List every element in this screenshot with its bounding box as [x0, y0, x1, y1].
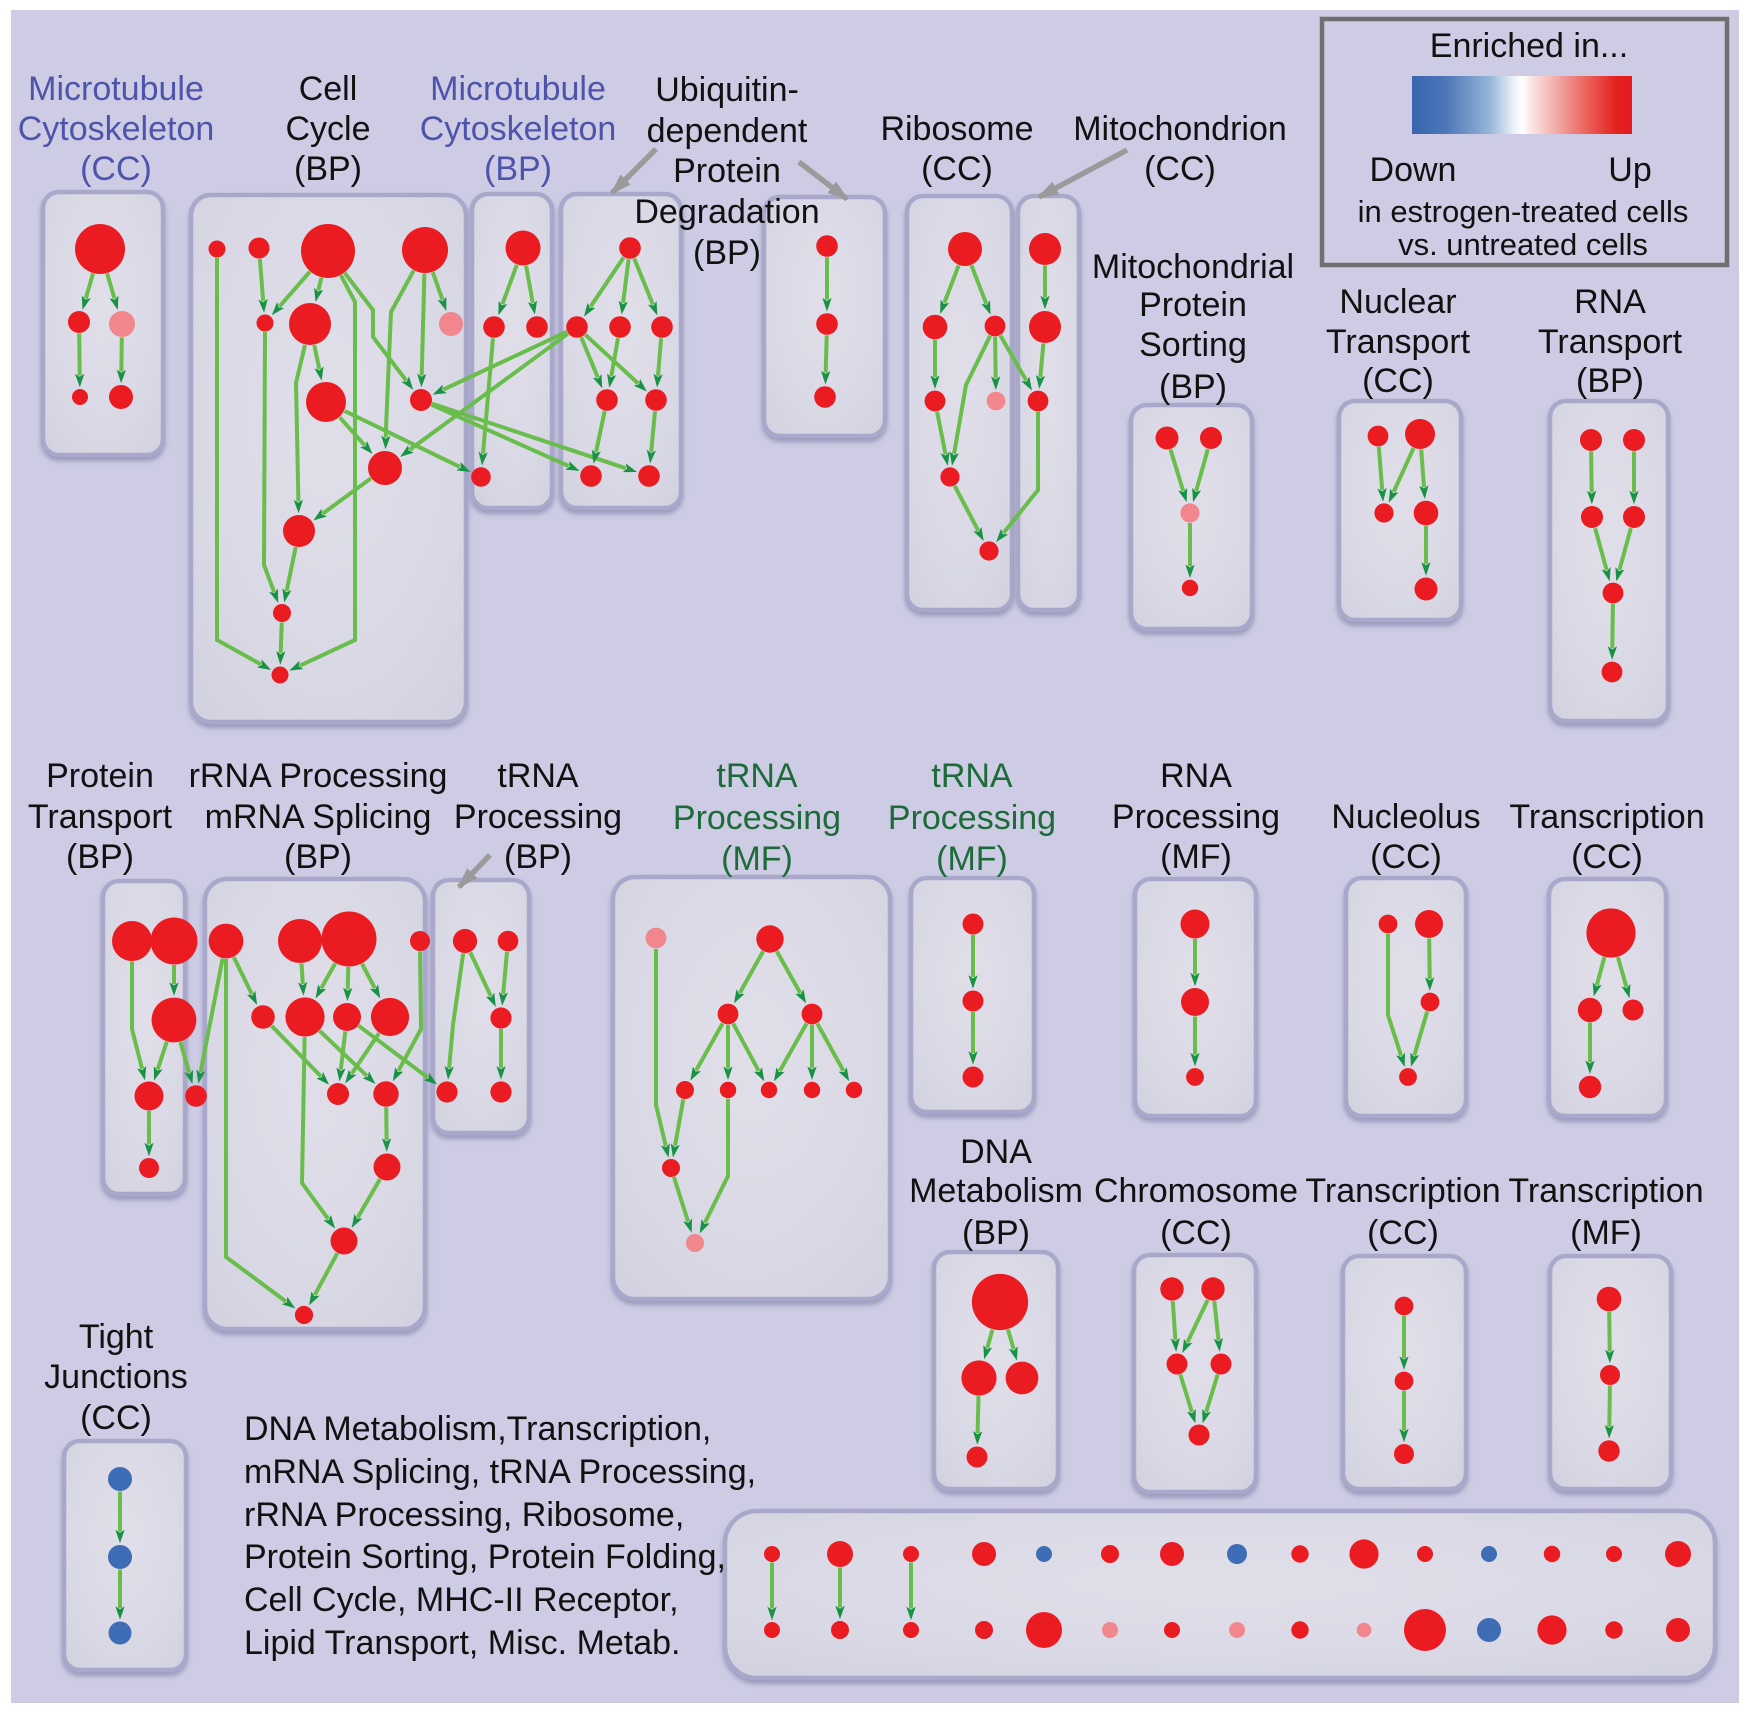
svg-text:Cell Cycle, MHC-II Receptor,: Cell Cycle, MHC-II Receptor,: [244, 1581, 679, 1619]
svg-text:tRNA: tRNA: [497, 757, 579, 795]
svg-text:rRNA Processing, Ribosome,: rRNA Processing, Ribosome,: [244, 1496, 684, 1534]
svg-text:Mitochondrion: Mitochondrion: [1073, 110, 1287, 148]
svg-text:Degradation: Degradation: [634, 193, 819, 231]
svg-text:mRNA Splicing: mRNA Splicing: [205, 798, 432, 836]
svg-text:(BP): (BP): [484, 150, 552, 188]
svg-text:Processing: Processing: [1112, 798, 1280, 836]
svg-text:Cell: Cell: [299, 70, 358, 108]
svg-text:Up: Up: [1608, 151, 1651, 189]
svg-text:tRNA: tRNA: [931, 757, 1013, 795]
svg-text:(CC): (CC): [80, 150, 152, 188]
svg-text:Transport: Transport: [28, 798, 173, 836]
svg-text:RNA: RNA: [1160, 757, 1232, 795]
svg-text:(MF): (MF): [721, 840, 793, 878]
svg-text:Processing: Processing: [673, 799, 841, 837]
svg-text:in estrogen-treated cells: in estrogen-treated cells: [1358, 194, 1689, 229]
svg-text:Mitochondrial: Mitochondrial: [1092, 248, 1294, 286]
svg-text:(CC): (CC): [1367, 1214, 1439, 1252]
svg-text:Tight: Tight: [79, 1318, 154, 1356]
svg-text:Sorting: Sorting: [1139, 326, 1247, 364]
svg-text:(CC): (CC): [1571, 838, 1643, 876]
svg-text:(BP): (BP): [1576, 362, 1644, 400]
svg-text:(BP): (BP): [66, 838, 134, 876]
svg-text:Cytoskeleton: Cytoskeleton: [18, 110, 215, 148]
svg-text:(CC): (CC): [1144, 150, 1216, 188]
svg-text:DNA: DNA: [960, 1133, 1032, 1171]
svg-text:Protein Sorting, Protein Foldi: Protein Sorting, Protein Folding,: [244, 1538, 726, 1576]
svg-text:dependent: dependent: [647, 112, 808, 150]
svg-text:(MF): (MF): [1570, 1214, 1642, 1252]
svg-text:Down: Down: [1370, 151, 1457, 189]
svg-text:tRNA: tRNA: [716, 757, 798, 795]
svg-text:Transport: Transport: [1538, 323, 1683, 361]
svg-text:(BP): (BP): [962, 1214, 1030, 1252]
svg-text:(CC): (CC): [1370, 838, 1442, 876]
svg-text:rRNA Processing: rRNA Processing: [189, 757, 448, 795]
svg-text:mRNA Splicing, tRNA Processing: mRNA Splicing, tRNA Processing,: [244, 1453, 756, 1491]
svg-text:(CC): (CC): [1160, 1214, 1232, 1252]
svg-text:Enriched in...: Enriched in...: [1430, 27, 1628, 65]
svg-text:Cytoskeleton: Cytoskeleton: [420, 110, 617, 148]
svg-text:vs. untreated cells: vs. untreated cells: [1398, 227, 1648, 262]
svg-text:Ribosome: Ribosome: [880, 110, 1033, 148]
svg-text:Microtubule: Microtubule: [28, 70, 204, 108]
svg-text:(MF): (MF): [936, 840, 1008, 878]
svg-text:Protein: Protein: [46, 757, 154, 795]
svg-text:Protein: Protein: [1139, 286, 1247, 324]
svg-text:Microtubule: Microtubule: [430, 70, 606, 108]
svg-text:(BP): (BP): [1159, 368, 1227, 406]
svg-text:Metabolism: Metabolism: [909, 1172, 1083, 1210]
svg-text:DNA Metabolism,Transcription,: DNA Metabolism,Transcription,: [244, 1410, 711, 1448]
svg-text:Transcription: Transcription: [1508, 1172, 1703, 1210]
svg-text:Transcription: Transcription: [1305, 1172, 1500, 1210]
svg-text:(BP): (BP): [294, 150, 362, 188]
svg-text:Nuclear: Nuclear: [1339, 283, 1456, 321]
svg-text:Processing: Processing: [454, 798, 622, 836]
svg-text:Protein: Protein: [673, 152, 781, 190]
svg-text:(CC): (CC): [80, 1399, 152, 1437]
svg-text:Processing: Processing: [888, 799, 1056, 837]
svg-text:(MF): (MF): [1160, 838, 1232, 876]
svg-text:(BP): (BP): [504, 838, 572, 876]
svg-text:Transport: Transport: [1326, 323, 1471, 361]
svg-text:Cycle: Cycle: [285, 110, 370, 148]
svg-text:Lipid Transport, Misc. Metab.: Lipid Transport, Misc. Metab.: [244, 1624, 681, 1662]
svg-text:(CC): (CC): [1362, 362, 1434, 400]
svg-text:(BP): (BP): [693, 234, 761, 272]
svg-text:RNA: RNA: [1574, 283, 1646, 321]
svg-text:Ubiquitin-: Ubiquitin-: [655, 71, 799, 109]
svg-text:(BP): (BP): [284, 838, 352, 876]
svg-text:(CC): (CC): [921, 150, 993, 188]
svg-text:Junctions: Junctions: [44, 1358, 188, 1396]
svg-text:Transcription: Transcription: [1509, 798, 1704, 836]
svg-text:Nucleolus: Nucleolus: [1331, 798, 1480, 836]
svg-text:Chromosome: Chromosome: [1094, 1172, 1298, 1210]
